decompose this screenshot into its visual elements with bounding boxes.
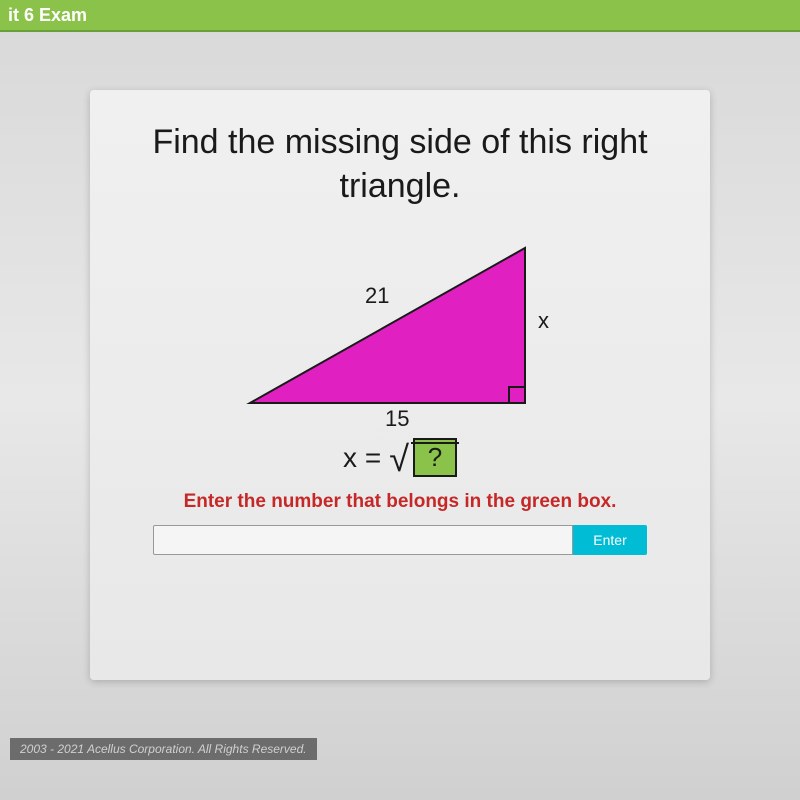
equation-lhs: x = bbox=[343, 442, 381, 474]
radical-overline bbox=[411, 442, 459, 444]
triangle-shape bbox=[250, 248, 525, 403]
content-panel: Find the missing side of this right tria… bbox=[90, 90, 710, 680]
vertical-side-label: x bbox=[538, 308, 549, 333]
radical-icon: √ bbox=[389, 441, 409, 477]
hypotenuse-label: 21 bbox=[365, 283, 389, 308]
instruction-text: Enter the number that belongs in the gre… bbox=[90, 491, 710, 513]
triangle-svg: 21 15 x bbox=[230, 228, 570, 438]
square-root: √ ? bbox=[389, 438, 457, 477]
copyright-text: 2003 - 2021 Acellus Corporation. All Rig… bbox=[10, 738, 317, 760]
question-title: Find the missing side of this right tria… bbox=[90, 120, 710, 208]
answer-input[interactable] bbox=[153, 525, 573, 555]
equation: x = √ ? bbox=[90, 438, 710, 477]
screen: it 6 Exam Find the missing side of this … bbox=[0, 0, 800, 800]
header-bar: it 6 Exam bbox=[0, 0, 800, 32]
triangle-diagram: 21 15 x bbox=[90, 228, 710, 428]
input-row: Enter bbox=[90, 525, 710, 555]
enter-button[interactable]: Enter bbox=[573, 525, 646, 555]
base-label: 15 bbox=[385, 406, 409, 431]
header-title: it 6 Exam bbox=[8, 5, 87, 26]
